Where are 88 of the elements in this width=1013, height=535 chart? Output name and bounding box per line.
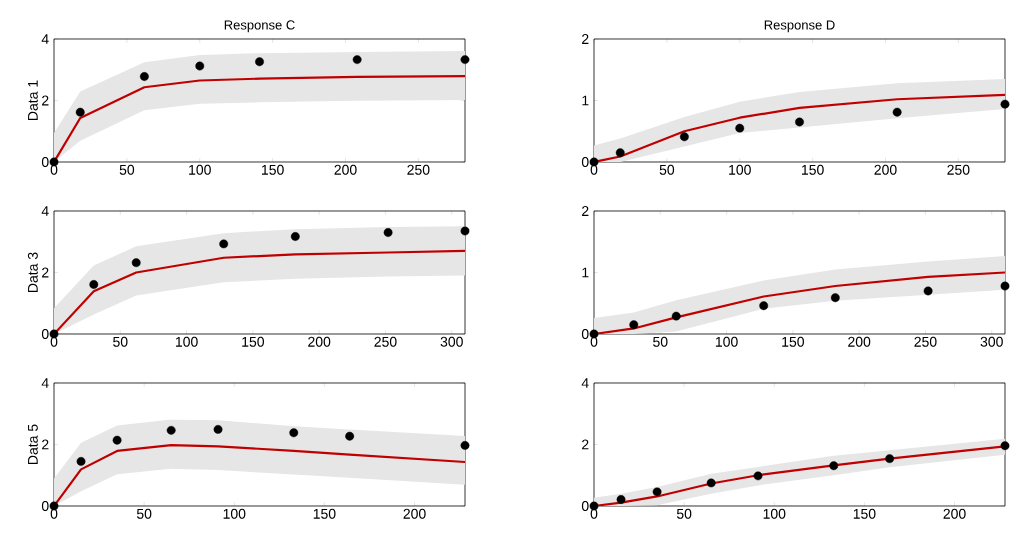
x-tick-label: 250 [947, 164, 970, 175]
point [795, 117, 804, 127]
point [829, 461, 839, 471]
x-tick-label: 50 [676, 508, 692, 519]
point [460, 55, 470, 64]
x-tick-label: 250 [374, 336, 397, 347]
point [679, 132, 689, 142]
point [671, 311, 681, 321]
y-tick-label: 0 [581, 329, 589, 339]
point [615, 148, 625, 158]
y-tick-label: 4 [581, 378, 589, 388]
y-tick-label: 2 [42, 439, 49, 450]
y-tick-label: 0 [41, 157, 49, 167]
chart-title: Response C [224, 20, 295, 33]
point [139, 72, 149, 81]
point [76, 457, 86, 466]
x-tick-label: 100 [223, 508, 246, 519]
x-tick-label: 150 [802, 164, 824, 175]
y-tick-label: 4 [41, 34, 49, 44]
point [460, 226, 470, 236]
x-tick-label: 50 [659, 164, 675, 175]
y-tick-label: 0 [581, 157, 589, 167]
point [652, 487, 662, 497]
point [290, 232, 300, 241]
point [759, 301, 769, 311]
point [383, 228, 393, 237]
point [706, 478, 716, 488]
x-tick-label: 100 [763, 508, 786, 519]
point [75, 107, 85, 117]
x-tick-label: 150 [313, 508, 336, 519]
point [89, 280, 99, 289]
x-tick-label: 300 [980, 336, 1003, 347]
point [753, 471, 763, 481]
y-tick-label: 4 [41, 378, 49, 388]
y-tick-label: 1 [582, 95, 589, 106]
x-tick-label: 100 [175, 336, 198, 347]
x-tick-label: 50 [136, 508, 152, 519]
x-tick-label: 200 [403, 508, 426, 519]
y-tick-label: 0 [581, 501, 589, 511]
point [131, 258, 141, 268]
y-tick-label: 2 [582, 34, 589, 44]
x-tick-label: 200 [943, 508, 966, 519]
point [345, 431, 355, 441]
y-tick-label: 2 [582, 439, 589, 450]
x-tick-label: 50 [119, 164, 135, 175]
point [289, 428, 299, 438]
point [885, 454, 895, 464]
y-tick-label: 4 [41, 206, 49, 216]
y-tick-label: 2 [42, 95, 49, 106]
y-axis-title: Data 5 [28, 424, 38, 464]
x-tick-label: 150 [242, 336, 265, 347]
x-tick-label: 200 [848, 336, 871, 347]
point [255, 57, 264, 67]
x-tick-label: 100 [715, 336, 738, 347]
x-tick-label: 150 [262, 164, 284, 175]
x-tick-label: 50 [653, 336, 668, 347]
point [629, 320, 639, 330]
x-tick-label: 50 [113, 336, 128, 347]
x-tick-label: 200 [308, 336, 331, 347]
point [213, 425, 223, 434]
y-tick-label: 0 [41, 501, 49, 511]
y-tick-label: 1 [582, 267, 589, 278]
chart-title: Response D [764, 20, 835, 33]
point [923, 286, 933, 296]
y-tick-label: 2 [42, 267, 49, 278]
point [892, 107, 902, 117]
x-tick-label: 150 [853, 508, 876, 519]
x-tick-label: 100 [189, 164, 211, 175]
point [166, 425, 176, 435]
point [616, 495, 626, 504]
point [735, 123, 745, 133]
x-tick-label: 250 [407, 164, 430, 175]
y-tick-label: 2 [582, 206, 589, 216]
y-tick-label: 0 [41, 329, 49, 339]
x-tick-label: 200 [874, 164, 897, 175]
point [352, 55, 362, 64]
x-tick-label: 300 [440, 336, 463, 347]
point [219, 239, 229, 249]
point [195, 61, 205, 71]
point [460, 441, 470, 450]
x-tick-label: 250 [914, 336, 937, 347]
point [112, 435, 122, 445]
y-axis-title: Data 3 [27, 252, 38, 292]
point [830, 293, 840, 303]
y-axis-title: Data 1 [28, 80, 38, 120]
x-tick-label: 200 [334, 164, 357, 175]
x-tick-label: 150 [782, 336, 805, 347]
x-tick-label: 100 [729, 164, 751, 175]
